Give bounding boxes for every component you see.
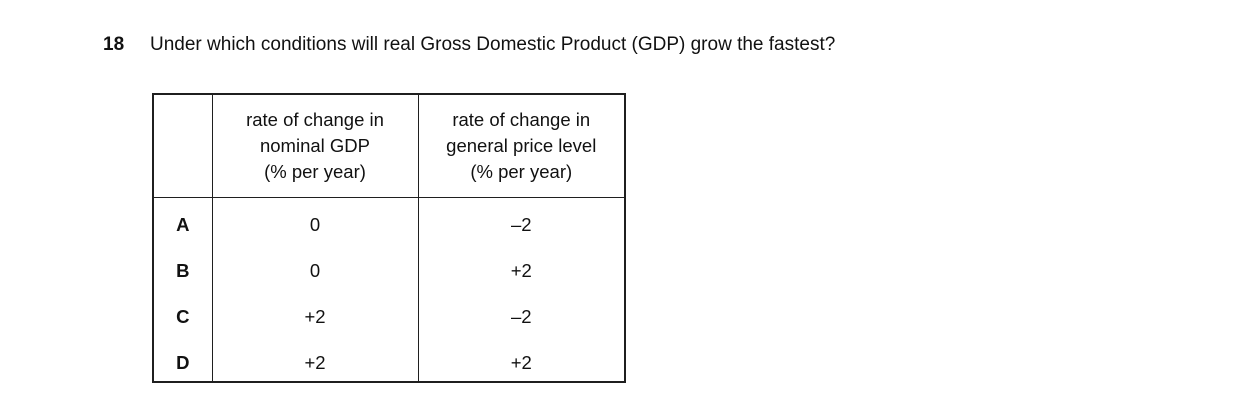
header-blank-cell [153, 94, 212, 198]
price-level-value: –2 [417, 197, 625, 244]
option-letter: D [176, 351, 190, 373]
question-number: 18 [103, 34, 125, 55]
answer-option-table: rate of change in nominal GDP (% per yea… [152, 93, 626, 383]
table-row-option-c: C +2 –2 [153, 289, 625, 336]
header-price-level: rate of change in general price level (%… [417, 94, 625, 198]
table-row-option-d: D +2 +2 [153, 335, 625, 382]
price-level-value: –2 [417, 289, 625, 336]
option-letter: A [176, 214, 190, 236]
question-line: 18 Under which conditions will real Gros… [103, 33, 1203, 56]
nominal-gdp-value: 0 [211, 197, 418, 244]
price-level-value: +2 [417, 335, 625, 382]
table-row-option-a: A 0 –2 [153, 197, 625, 244]
header-nominal-gdp: rate of change in nominal GDP (% per yea… [211, 94, 418, 198]
option-letter: B [176, 260, 190, 281]
option-letter: C [176, 306, 190, 327]
nominal-gdp-value: +2 [211, 335, 418, 382]
nominal-gdp-value: 0 [211, 243, 418, 290]
table-row-option-b: B 0 +2 [153, 243, 625, 290]
price-level-value: +2 [417, 243, 625, 290]
question-text: Under which conditions will real Gross D… [150, 34, 836, 55]
table-header-row: rate of change in nominal GDP (% per yea… [153, 94, 625, 198]
nominal-gdp-value: +2 [211, 289, 418, 336]
